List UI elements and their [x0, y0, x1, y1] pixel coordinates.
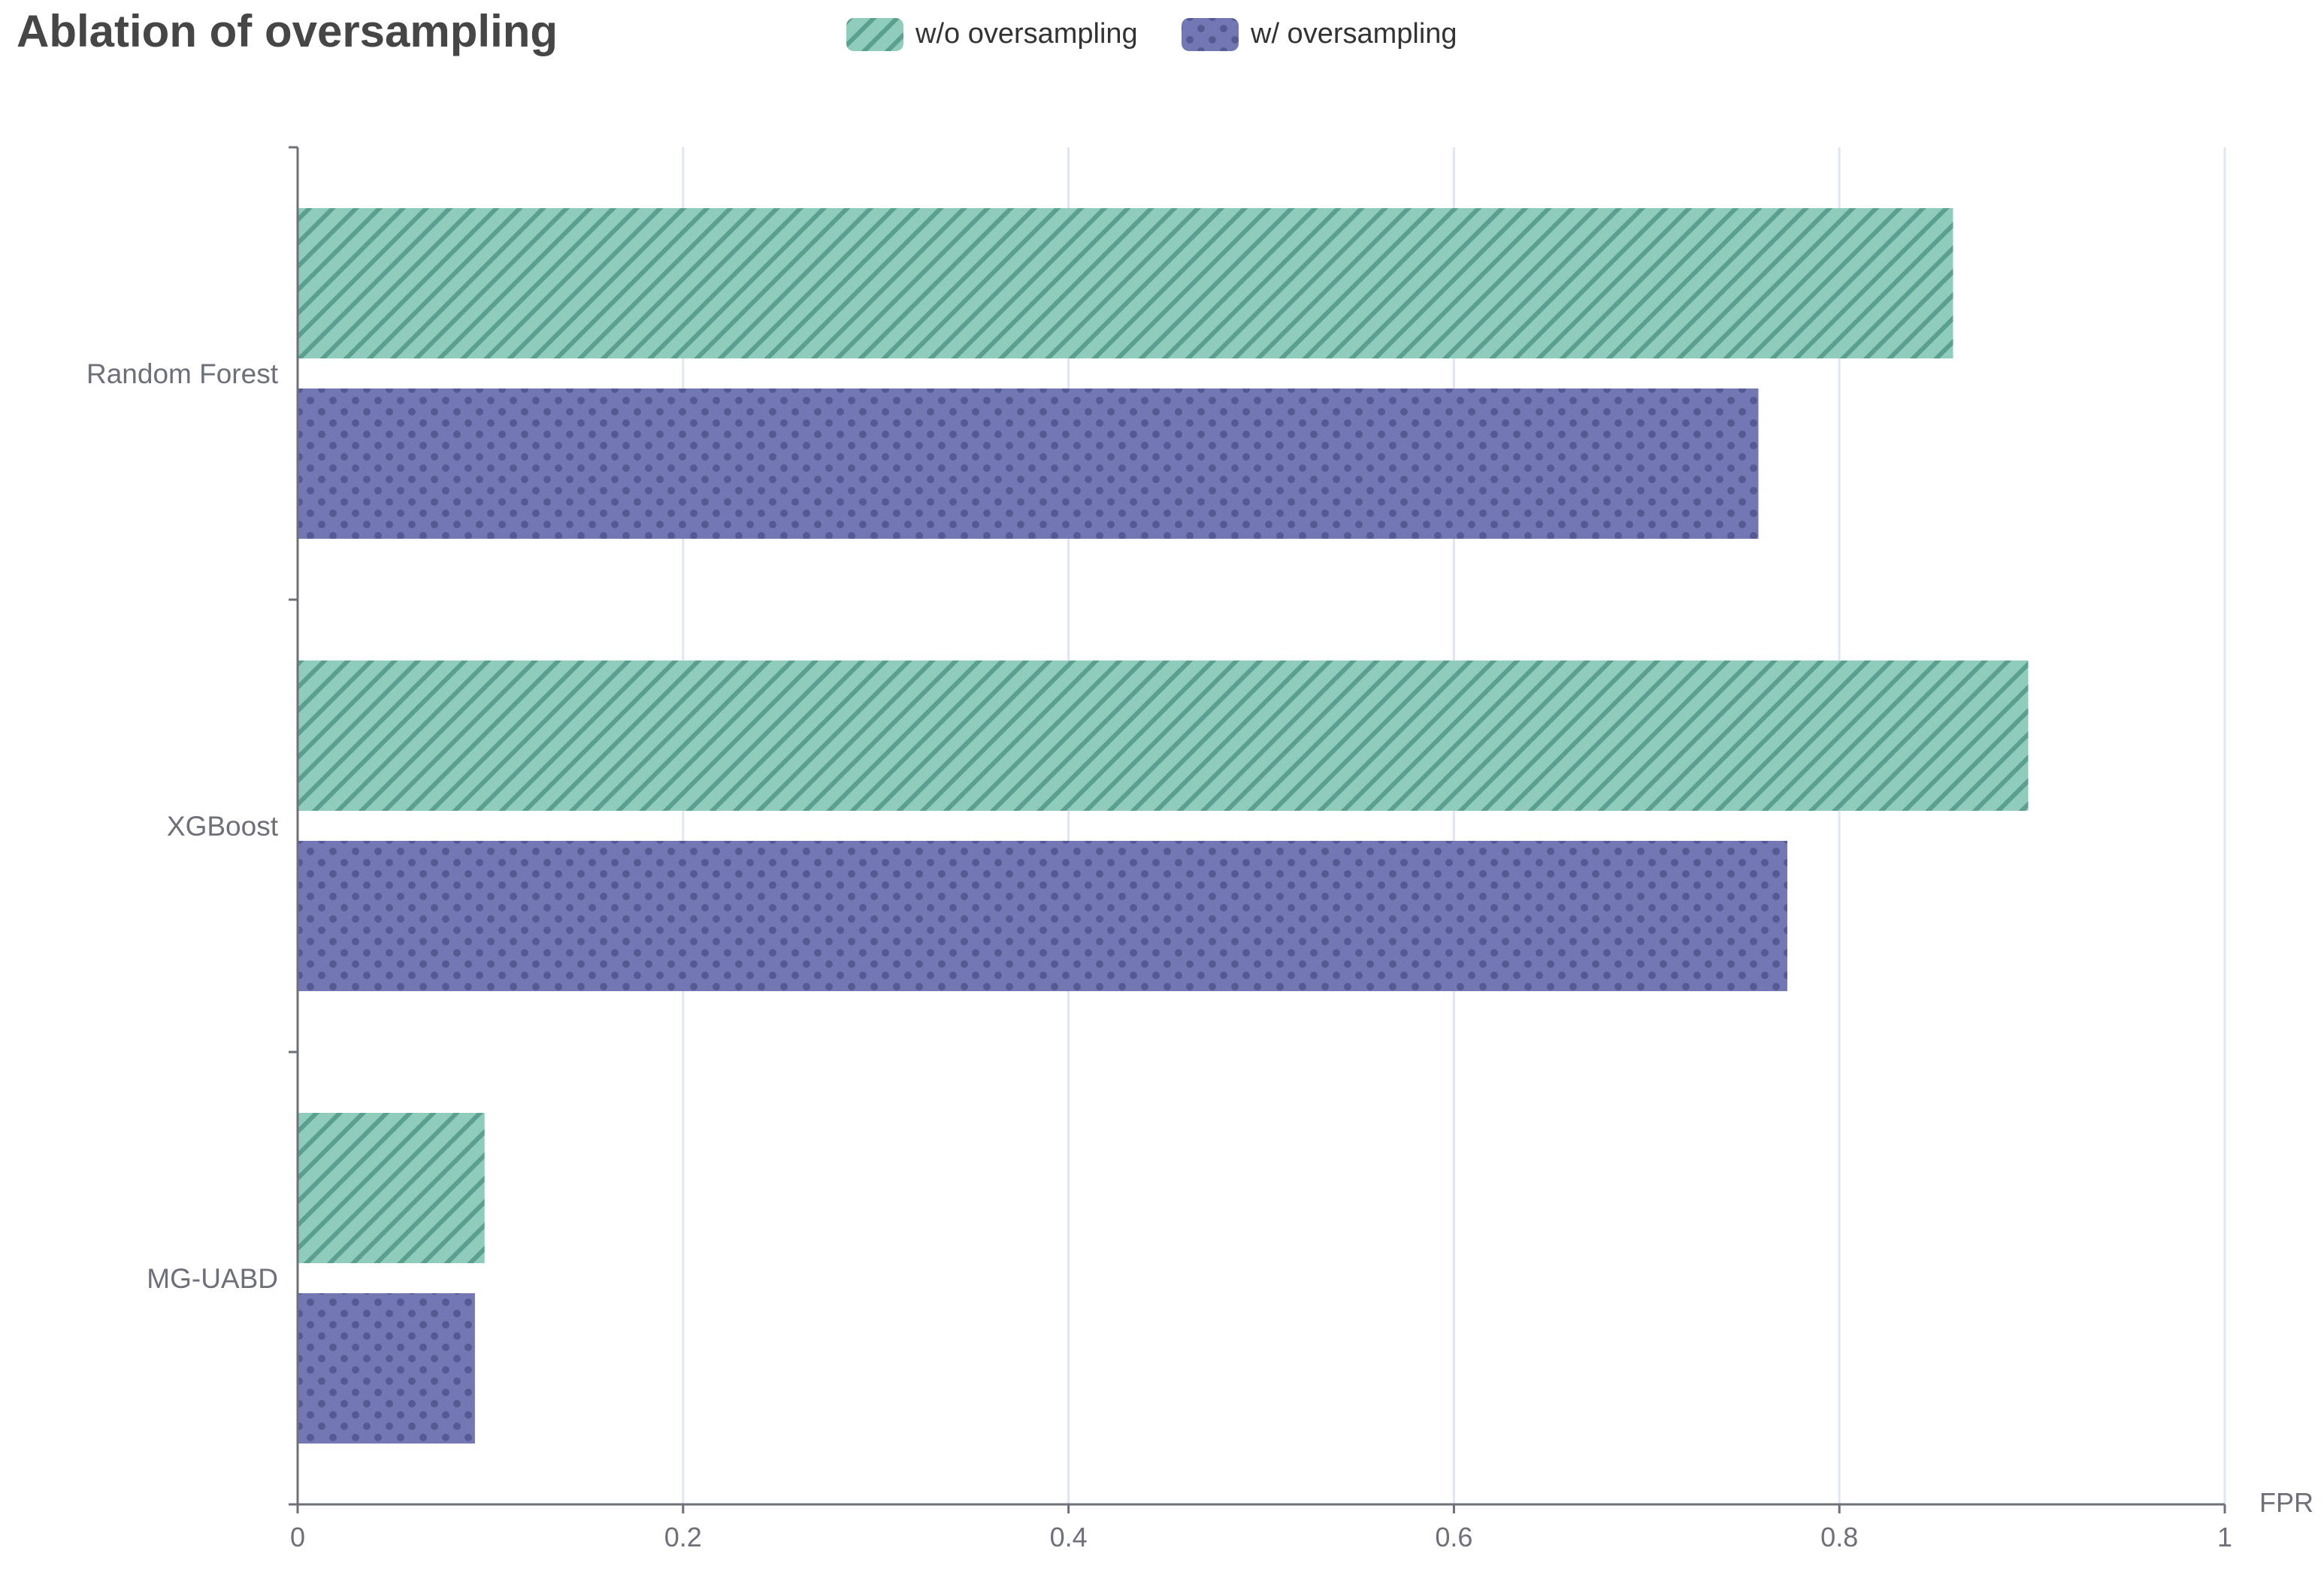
- bar-w-oversampling-0: [298, 388, 1759, 539]
- legend-item-w-oversampling[interactable]: w/ oversampling: [1182, 18, 1457, 51]
- bars: [298, 208, 2029, 1444]
- legend-item-wo-oversampling[interactable]: w/o oversampling: [846, 18, 1138, 51]
- legend-label-w-oversampling: w/ oversampling: [1250, 18, 1457, 50]
- x-tick-label-3: 0.6: [1435, 1522, 1472, 1552]
- x-tick-label-0: 0: [290, 1522, 305, 1552]
- legend-label-wo-oversampling: w/o oversampling: [915, 18, 1138, 50]
- category-label-1: XGBoost: [167, 811, 279, 842]
- bar-wo-oversampling-2: [298, 1113, 485, 1263]
- axes: Random Forest XGBoost MG-UABD 0 0.2 0.4 0.6 0.8…: [86, 146, 2232, 1552]
- chart-title: Ablation of oversampling: [17, 6, 558, 56]
- legend: w/o oversampling w/ oversampling: [846, 18, 1457, 51]
- x-tick-label-1: 0.2: [664, 1522, 702, 1552]
- bar-wo-oversampling-0: [298, 208, 1953, 358]
- legend-swatch-w-oversampling: [1182, 18, 1239, 51]
- x-tick-label-4: 0.8: [1820, 1522, 1858, 1552]
- bar-wo-oversampling-1: [298, 661, 2029, 811]
- x-axis-label: FPR: [2259, 1487, 2313, 1518]
- category-label-2: MG-UABD: [147, 1263, 278, 1294]
- x-tick-label-2: 0.4: [1050, 1522, 1088, 1552]
- gridlines: [682, 147, 2226, 1504]
- legend-swatch-wo-oversampling: [846, 18, 903, 51]
- bar-w-oversampling-2: [298, 1293, 475, 1444]
- x-tick-label-5: 1: [2217, 1522, 2232, 1552]
- bar-w-oversampling-1: [298, 841, 1787, 991]
- category-label-0: Random Forest: [86, 358, 279, 389]
